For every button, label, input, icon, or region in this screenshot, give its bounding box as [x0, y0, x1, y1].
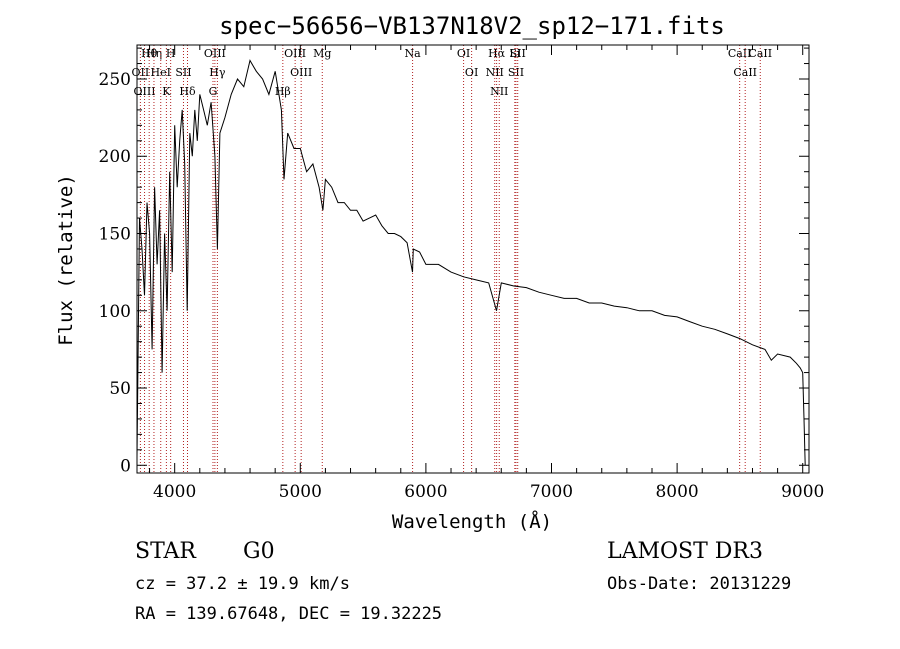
emission-line-label: OIII	[204, 47, 226, 60]
spectrum-line	[136, 59, 806, 466]
x-tick-label: 6000	[404, 482, 447, 502]
x-tick-label: 7000	[530, 482, 573, 502]
observation-date: Obs-Date: 20131229	[607, 574, 791, 594]
y-tick-label: 0	[120, 456, 131, 476]
emission-line-label: G	[209, 85, 218, 98]
emission-line-label: NII	[486, 66, 504, 79]
emission-line-label: Na	[404, 47, 421, 60]
x-tick-label: 8000	[655, 482, 698, 502]
object-class: STAR	[135, 539, 197, 564]
y-tick-label: 100	[99, 302, 131, 322]
emission-line-label: Mg	[313, 47, 331, 60]
emission-line-label: HeI	[151, 66, 171, 79]
x-tick-label: 4000	[153, 482, 196, 502]
x-tick-label: 5000	[279, 482, 322, 502]
emission-line-label: SII	[510, 47, 526, 60]
emission-line-label: CaII	[733, 66, 757, 79]
y-tick-label: 250	[99, 70, 131, 90]
survey-name: LAMOST DR3	[607, 539, 763, 564]
emission-line-label: K	[162, 85, 171, 98]
emission-line-label: OIII	[284, 47, 306, 60]
x-axis-label: Wavelength (Å)	[392, 510, 552, 533]
object-subclass: G0	[243, 539, 275, 564]
emission-line-label: Hα	[488, 47, 506, 60]
emission-line-label: CaII	[728, 47, 752, 60]
y-tick-label: 50	[109, 379, 131, 399]
y-tick-label: 200	[99, 147, 131, 167]
emission-line-label: Hδ	[179, 85, 196, 98]
emission-line-label: SII	[175, 66, 191, 79]
emission-line-label: Hθ	[141, 47, 158, 60]
emission-line-label: OI	[465, 66, 478, 79]
emission-line-label: SII	[508, 66, 524, 79]
emission-line-label: OIII	[290, 66, 312, 79]
chart-title: spec−56656−VB137N18V2_sp12−171.fits	[219, 12, 725, 40]
axis-ticks: 4000 5000 6000 7000 8000 9000 0 50 100 150 200 250	[99, 45, 824, 502]
emission-line-label: Li	[509, 47, 520, 60]
plot-frame	[136, 44, 810, 474]
redshift-info: cz = 37.2 ± 19.9 km/s	[135, 574, 350, 594]
coordinates: RA = 139.67648, DEC = 19.32225	[135, 604, 442, 624]
emission-line-label: OI	[457, 47, 470, 60]
y-axis-label: Flux (relative)	[55, 174, 77, 346]
emission-line-label: OII	[132, 66, 150, 79]
x-tick-label: 9000	[781, 482, 824, 502]
emission-line-label: Hη	[146, 47, 162, 60]
y-tick-label: 150	[99, 225, 131, 245]
emission-line-label: CaII	[748, 47, 772, 60]
emission-line-label: Hγ	[209, 66, 226, 79]
emission-line-label: NII	[490, 85, 508, 98]
emission-line-label: H	[166, 47, 176, 60]
